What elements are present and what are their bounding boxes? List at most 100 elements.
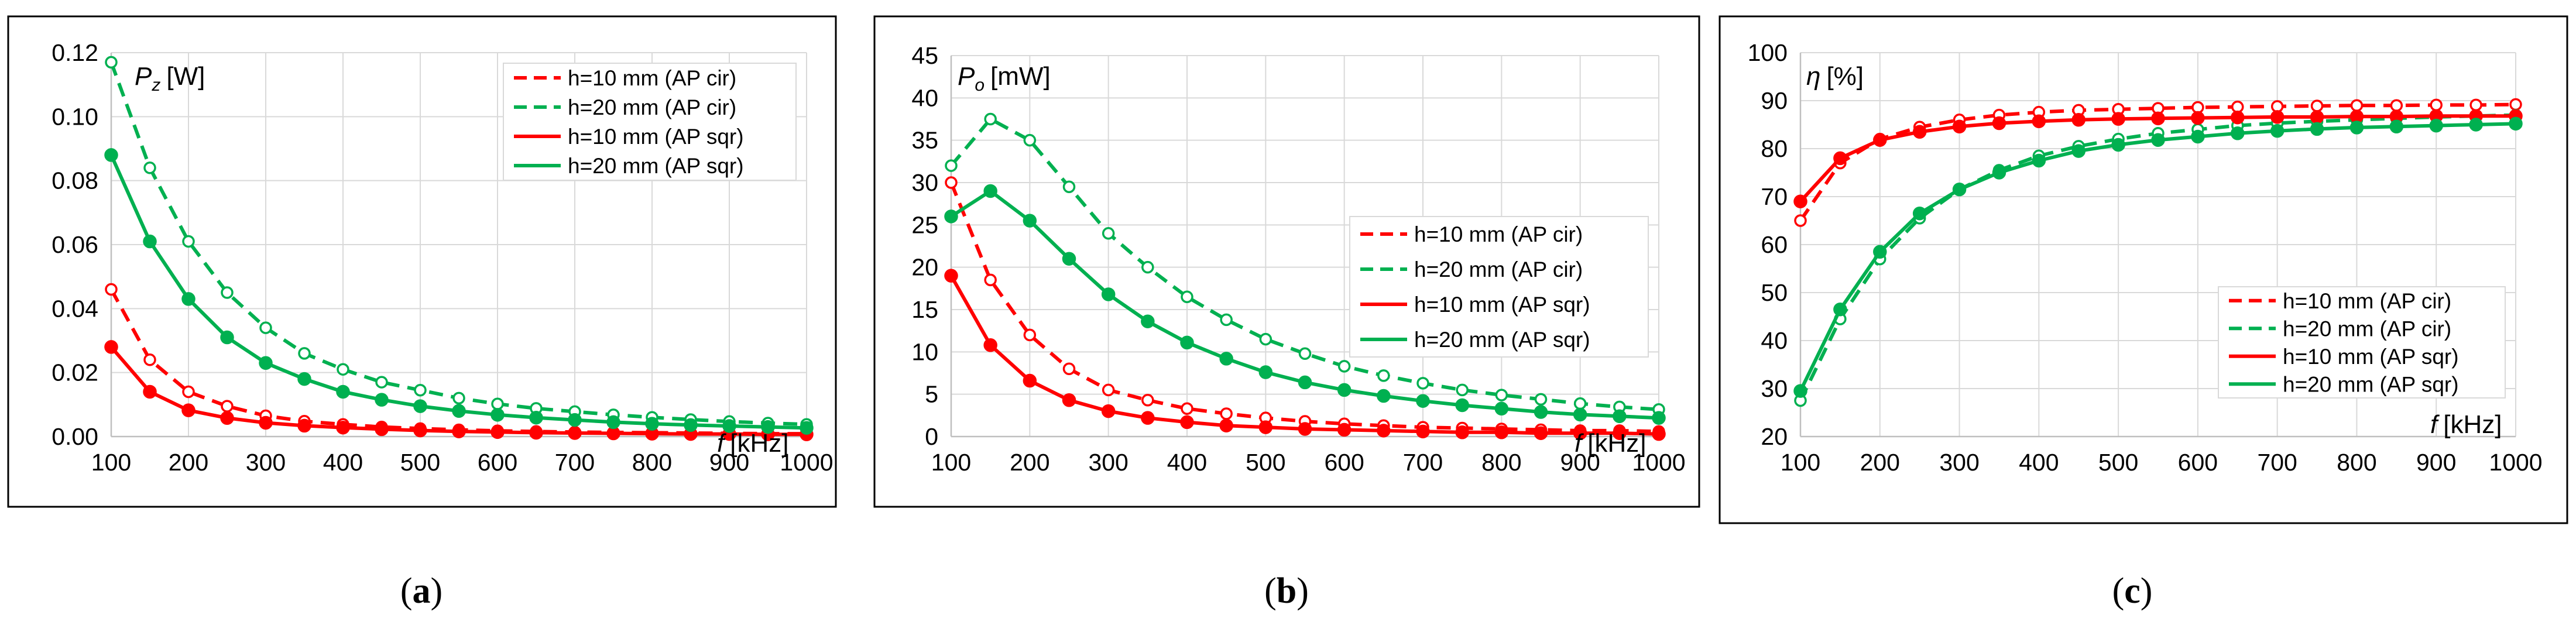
legend-label: h=20 mm (AP cir) [1414, 257, 1583, 281]
data-point [1573, 426, 1587, 440]
legend-label: h=10 mm (AP sqr) [568, 125, 744, 149]
data-point [105, 283, 118, 296]
legend-label: h=10 mm (AP sqr) [2283, 345, 2459, 369]
data-point [452, 424, 466, 439]
data-point [1298, 375, 1312, 390]
legend-label: h=20 mm (AP sqr) [568, 154, 744, 178]
data-point [1416, 377, 1429, 390]
y-axis-label: Pz [W] [135, 62, 205, 95]
legend-label: h=10 mm (AP sqr) [1414, 293, 1590, 317]
x-tick-label: 700 [1403, 449, 1443, 476]
data-point [2389, 119, 2404, 134]
data-point [2071, 144, 2086, 158]
data-point [1180, 335, 1194, 350]
data-point [2469, 118, 2483, 132]
data-point [2111, 112, 2125, 126]
y-tick-label: 45 [911, 42, 938, 69]
data-point [2310, 99, 2324, 112]
x-axis-label: f [kHz] [1575, 429, 1646, 458]
data-point [1220, 407, 1233, 420]
y-tick-label: 0.10 [52, 103, 98, 130]
data-point [182, 235, 195, 248]
y-tick-label: 80 [1761, 135, 1788, 162]
data-point [491, 397, 504, 410]
data-point [568, 413, 582, 427]
y-tick-label: 15 [911, 296, 938, 323]
data-point [1141, 314, 1155, 329]
data-point [1062, 362, 1076, 376]
legend-box [2218, 286, 2506, 399]
data-point [2270, 110, 2285, 124]
y-tick-label: 20 [911, 254, 938, 281]
data-point [1023, 214, 1037, 228]
legend: h=10 mm (AP cir) h=20 mm (AP cir) h=10 mm … [1349, 216, 1649, 358]
y-axis-label: Po [mW] [958, 62, 1051, 95]
data-point [298, 347, 311, 360]
series-4 [1793, 116, 2523, 398]
x-tick-label: 800 [1481, 449, 1521, 476]
data-point [1534, 426, 1548, 440]
data-point [1495, 389, 1508, 401]
y-tick-label: 50 [1761, 279, 1788, 306]
legend-label: h=20 mm (AP sqr) [1414, 328, 1590, 352]
data-point [1456, 383, 1469, 397]
legend-label: h=20 mm (AP cir) [568, 95, 736, 119]
data-point [1952, 119, 1967, 134]
data-point [182, 385, 195, 399]
data-point [1181, 402, 1193, 415]
data-point [2349, 121, 2364, 135]
legend: h=10 mm (AP cir) h=20 mm (AP cir) h=10 mm … [503, 63, 797, 181]
x-tick-label: 500 [1246, 449, 1285, 476]
data-point [645, 417, 659, 431]
data-point [1494, 425, 1509, 439]
x-tick-label: 200 [169, 449, 208, 476]
data-point [983, 184, 997, 198]
data-point [1220, 313, 1233, 327]
data-point [2469, 98, 2482, 112]
y-tick-label: 5 [925, 381, 938, 408]
data-point [945, 176, 958, 189]
data-point [1794, 214, 1807, 227]
data-point [143, 353, 156, 366]
x-tick-label: 400 [2019, 449, 2059, 476]
x-tick-label: 800 [2337, 449, 2376, 476]
y-tick-label: 90 [1761, 87, 1788, 114]
data-point [2231, 110, 2245, 125]
data-point [375, 422, 389, 437]
data-point [2429, 118, 2443, 133]
y-tick-label: 25 [911, 211, 938, 238]
data-point [1023, 328, 1037, 342]
data-point [568, 426, 582, 440]
data-point [529, 425, 543, 440]
x-tick-label: 200 [1010, 449, 1049, 476]
y-tick-label: 0.02 [52, 359, 98, 386]
data-point [259, 356, 273, 370]
x-tick-label: 700 [2257, 449, 2297, 476]
x-tick-label: 300 [1088, 449, 1128, 476]
panel-caption: (a) [400, 571, 443, 611]
y-tick-label: 0.00 [52, 423, 98, 450]
data-point [2270, 123, 2285, 138]
series-3 [944, 269, 1666, 441]
x-tick-label: 1000 [1632, 449, 1685, 476]
data-point [984, 273, 997, 287]
data-point [2111, 138, 2125, 152]
data-point [1101, 287, 1116, 301]
data-point [297, 372, 311, 386]
legend-box [503, 63, 797, 181]
x-tick-label: 100 [91, 449, 131, 476]
data-point [722, 419, 736, 433]
data-point [1793, 194, 1807, 208]
chart-frame [1719, 15, 2568, 524]
data-point [1377, 389, 1391, 403]
data-point [2071, 113, 2086, 127]
data-point [1793, 384, 1807, 398]
data-point [1181, 290, 1193, 304]
x-tick-label: 600 [478, 449, 517, 476]
data-point [2310, 122, 2324, 136]
y-tick-label: 0.12 [52, 39, 98, 66]
data-point [105, 56, 118, 69]
data-point [1494, 401, 1509, 416]
data-point [1062, 393, 1076, 407]
chart-panel-a: 100 200 300 400 500 600 700 800 900 1000 0.00 0.02 0… [7, 15, 837, 611]
